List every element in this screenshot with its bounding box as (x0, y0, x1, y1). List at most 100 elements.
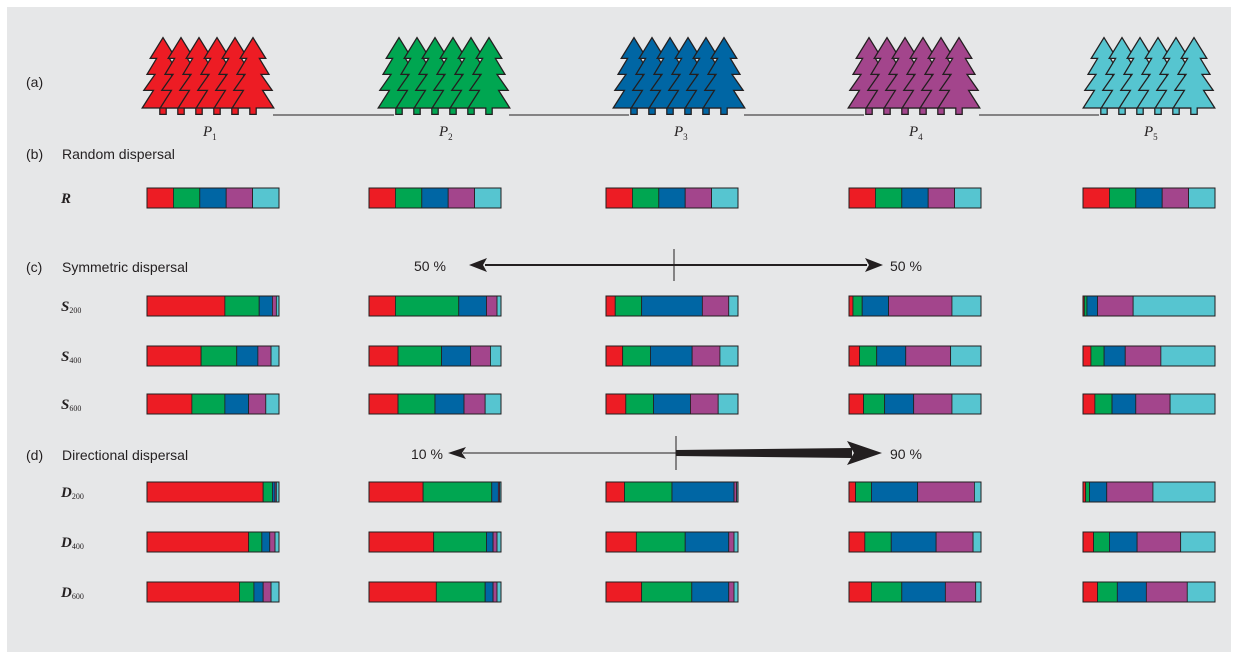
bar-d600-p1 (146, 581, 280, 603)
bar-segment-p1 (368, 295, 396, 317)
row-label-d600: D600 (60, 585, 84, 601)
bar-segment-p1 (368, 393, 399, 415)
bar-segment-p2 (863, 393, 886, 415)
panel-letter-c: (c) (26, 259, 42, 275)
bar-d200-p5 (1082, 481, 1216, 503)
bar-segment-p5 (270, 345, 280, 367)
bar-outline (146, 345, 280, 367)
bar-segment-p2 (624, 481, 673, 503)
bar-s600-p3 (605, 393, 739, 415)
bar-segment-p1 (1082, 393, 1096, 415)
bar-segment-p4 (262, 581, 272, 603)
bar-r-p2 (368, 187, 502, 209)
bar-segment-p1 (146, 345, 202, 367)
bar-segment-p5 (270, 581, 280, 603)
forest-p3 (612, 36, 746, 116)
row-label-d400: D400 (60, 535, 84, 551)
bar-outline (1082, 345, 1216, 367)
forest-p1 (141, 36, 275, 116)
bar-segment-p4 (944, 581, 977, 603)
bar-segment-p3 (901, 581, 946, 603)
bar-segment-p2 (855, 481, 872, 503)
row-label-r: R (60, 191, 71, 207)
bar-segment-p3 (1135, 187, 1163, 209)
bar-segment-p2 (191, 393, 226, 415)
bar-segment-p1 (605, 531, 637, 553)
bar-segment-p2 (622, 345, 651, 367)
bar-outline (368, 481, 502, 503)
bar-d400-p3 (605, 531, 739, 553)
bar-segment-p2 (238, 581, 255, 603)
bar-outline (368, 393, 502, 415)
bar-segment-p5 (954, 187, 982, 209)
bar-segment-p2 (397, 393, 436, 415)
bar-outline (605, 581, 739, 603)
forests (141, 36, 1216, 116)
bar-segment-p1 (368, 345, 399, 367)
figure-background: (a) (b) Random dispersal (c) Symmetric d… (7, 7, 1231, 652)
bar-outline (848, 295, 982, 317)
bar-segment-p1 (605, 295, 616, 317)
bar-outline (1082, 295, 1216, 317)
bar-d400-p4 (848, 531, 982, 553)
bar-segment-p2 (852, 295, 863, 317)
bar-d600-p2 (368, 581, 502, 603)
bar-segment-p1 (1082, 531, 1094, 553)
bar-segment-p4 (1135, 393, 1171, 415)
bar-segment-p2 (433, 531, 487, 553)
bar-segment-p2 (859, 345, 878, 367)
bar-outline (368, 295, 502, 317)
bar-s200-p4 (848, 295, 982, 317)
bar-segment-p3 (691, 581, 730, 603)
bar-segment-p3 (458, 295, 487, 317)
bar-segment-p3 (261, 531, 271, 553)
bar-segment-p2 (1093, 531, 1110, 553)
bar-segment-p2 (864, 531, 892, 553)
bar-s400-p3 (605, 345, 739, 367)
bar-s400-p4 (848, 345, 982, 367)
bar-segment-p5 (265, 393, 280, 415)
bar-segment-p3 (1086, 295, 1098, 317)
bar-s400-p5 (1082, 345, 1216, 367)
bar-d400-p1 (146, 531, 280, 553)
bar-segment-p3 (1116, 581, 1147, 603)
bar-segment-p2 (200, 345, 238, 367)
bar-segment-p3 (641, 295, 703, 317)
bar-segment-p2 (262, 481, 273, 503)
bar-segment-p4 (935, 531, 974, 553)
bar-segment-p1 (605, 581, 643, 603)
bar-outline (848, 481, 982, 503)
bar-outline (605, 187, 739, 209)
bar-segment-p3 (876, 345, 907, 367)
bar-segment-p5 (974, 481, 982, 503)
bar-segment-p4 (492, 531, 498, 553)
bar-segment-p1 (368, 531, 435, 553)
bar-segment-p4 (728, 581, 735, 603)
bar-segment-p2 (632, 187, 660, 209)
panel-title-b: Random dispersal (62, 146, 175, 162)
row-label-s200: S200 (61, 299, 81, 315)
bar-segment-p3 (491, 481, 499, 503)
bar-segment-p4 (447, 187, 476, 209)
bar-segment-p3 (253, 581, 264, 603)
bar-outline (848, 531, 982, 553)
directional-arrows: 10 % 90 % (411, 436, 922, 470)
bar-segment-p4 (257, 345, 272, 367)
bar-segment-p4 (248, 393, 267, 415)
bar-d200-p3 (605, 481, 739, 503)
bar-segment-p2 (1090, 345, 1105, 367)
bar-segment-p4 (492, 581, 498, 603)
population-label-p3: P3 (673, 124, 688, 142)
row-labels: R S200 S400 S600 D200 D400 D600 (60, 191, 84, 601)
forest-p4 (847, 36, 981, 116)
bar-segment-p3 (434, 393, 465, 415)
bar-segment-p5 (733, 531, 739, 553)
bar-segment-p2 (397, 345, 443, 367)
bar-segment-p5 (951, 393, 982, 415)
bar-segment-p5 (1160, 345, 1216, 367)
bar-segment-p1 (146, 295, 226, 317)
bar-segment-p2 (435, 581, 486, 603)
bar-segment-p1 (1082, 581, 1098, 603)
bar-segment-p2 (625, 393, 654, 415)
symmetric-arrows: 50 % 50 % (414, 249, 922, 281)
